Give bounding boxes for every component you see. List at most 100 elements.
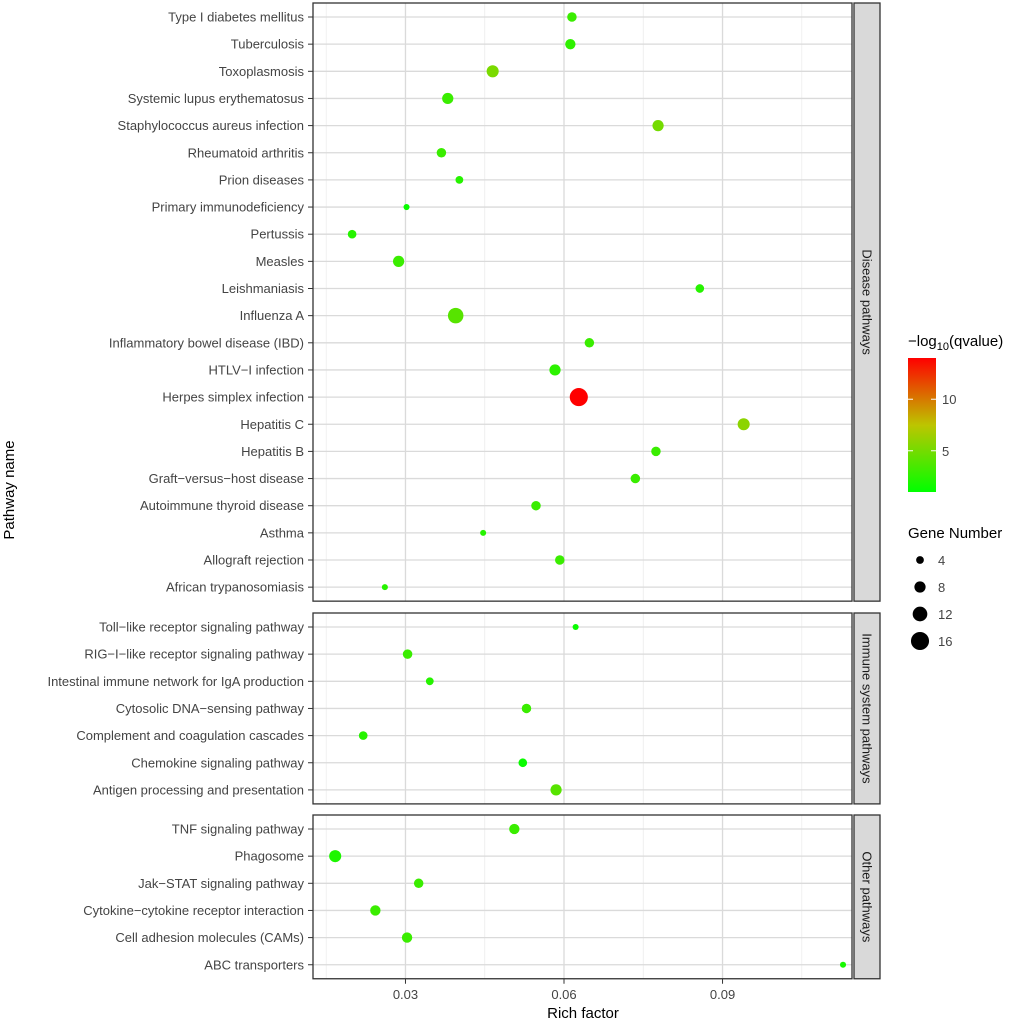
data-point	[425, 677, 434, 686]
y-tick-label: Influenza A	[240, 308, 305, 323]
data-point	[447, 307, 464, 324]
y-tick-label: Systemic lupus erythematosus	[128, 91, 305, 106]
y-tick-label: Staphylococcus aureus infection	[118, 118, 304, 133]
y-tick-label: RIG−I−like receptor signaling pathway	[84, 647, 304, 662]
y-tick-label: ABC transporters	[204, 957, 304, 972]
data-point	[555, 555, 565, 565]
colorbar-tick-label: 5	[942, 444, 949, 459]
y-tick-label: Cytokine−cytokine receptor interaction	[83, 903, 304, 918]
data-point	[329, 850, 342, 863]
data-point	[695, 284, 705, 293]
data-point	[401, 932, 413, 943]
size-legend-label: 4	[938, 553, 945, 568]
data-point	[403, 204, 410, 211]
data-point	[392, 255, 405, 267]
y-tick-label: Hepatitis B	[241, 444, 304, 459]
y-tick-label: Measles	[256, 254, 305, 269]
size-legend-key	[912, 606, 928, 622]
facet-strip	[853, 814, 881, 980]
y-tick-label: Type I diabetes mellitus	[168, 10, 304, 25]
data-point	[584, 338, 595, 348]
facet-strip-label: Disease pathways	[860, 249, 875, 355]
data-point	[436, 148, 447, 158]
y-tick-label: Hepatitis C	[240, 417, 304, 432]
size-legend-label: 12	[938, 607, 952, 622]
size-legend-label: 16	[938, 634, 952, 649]
color-legend-bar	[908, 358, 936, 492]
data-point	[652, 119, 664, 132]
data-point	[531, 500, 541, 511]
size-legend-key	[910, 631, 930, 651]
y-tick-label: Toxoplasmosis	[219, 64, 305, 79]
y-tick-label: Toll−like receptor signaling pathway	[99, 620, 304, 635]
y-tick-label: Cell adhesion molecules (CAMs)	[115, 930, 304, 945]
y-tick-label: Inflammatory bowel disease (IBD)	[109, 335, 304, 350]
data-point	[651, 446, 661, 457]
y-tick-label: Autoimmune thyroid disease	[140, 498, 304, 513]
y-tick-label: Allograft rejection	[204, 553, 304, 568]
data-point	[567, 12, 577, 22]
y-tick-label: Pertussis	[251, 227, 305, 242]
size-legend-title: Gene Number	[908, 525, 1002, 542]
data-point	[402, 649, 413, 659]
facet-strip	[853, 2, 881, 602]
facet-strip	[853, 612, 881, 805]
data-point	[839, 961, 847, 968]
facet-strip-label: Other pathways	[860, 851, 875, 943]
x-tick-label: 0.03	[393, 987, 418, 1002]
y-tick-label: African trypanosomiasis	[166, 580, 304, 595]
y-tick-label: Chemokine signaling pathway	[131, 755, 304, 770]
panel-border	[312, 2, 853, 602]
data-point	[630, 473, 641, 484]
panel-3: TNF signaling pathway Phagosome Jak−STAT s…	[83, 814, 881, 1002]
y-tick-label: HTLV−I infection	[208, 362, 304, 377]
y-tick-label: Tuberculosis	[231, 37, 305, 52]
y-tick-label: Primary immunodeficiency	[152, 200, 305, 215]
y-tick-label: Herpes simplex infection	[162, 390, 304, 405]
y-tick-label: Phagosome	[235, 849, 304, 864]
panel-2: Toll−like receptor signaling pathway RIG−…	[47, 612, 881, 805]
data-point	[455, 176, 464, 184]
size-legend-key	[916, 556, 924, 564]
y-tick-label: Prion diseases	[219, 172, 305, 187]
panel-border	[312, 612, 853, 805]
y-tick-label: Graft−versus−host disease	[149, 471, 304, 486]
data-point	[480, 529, 487, 536]
panel-1: Type I diabetes mellitus Tuberculosis Toxo…	[109, 2, 881, 602]
y-tick-label: Antigen processing and presentation	[93, 782, 304, 797]
y-tick-label: Asthma	[260, 525, 305, 540]
facet-strip-label: Immune system pathways	[860, 633, 875, 784]
data-point	[521, 703, 532, 714]
y-tick-label: Cytosolic DNA−sensing pathway	[116, 701, 305, 716]
data-point	[572, 623, 579, 631]
x-tick-label: 0.06	[551, 987, 576, 1002]
color-legend-title: −log10(qvalue)	[908, 333, 1003, 353]
y-tick-label: Jak−STAT signaling pathway	[138, 876, 304, 891]
data-point	[370, 905, 381, 916]
colorbar-tick-label: 10	[942, 392, 956, 407]
legend: −log10(qvalue) Gene Number 5 10 4 8 12 16	[908, 333, 1003, 651]
panel-border	[312, 814, 853, 980]
data-point	[518, 758, 528, 768]
data-point	[413, 878, 424, 889]
data-point	[550, 784, 562, 796]
data-point	[347, 229, 357, 239]
data-point	[442, 92, 454, 105]
data-point	[569, 388, 588, 407]
data-point	[358, 731, 368, 740]
y-tick-label: Leishmaniasis	[222, 281, 305, 296]
y-tick-label: TNF signaling pathway	[172, 822, 305, 837]
y-tick-label: Rheumatoid arthritis	[188, 145, 305, 160]
y-tick-label: Complement and coagulation cascades	[76, 728, 304, 743]
data-point	[565, 38, 576, 50]
data-point	[381, 584, 388, 591]
data-point	[509, 823, 520, 835]
size-legend-key	[914, 581, 926, 593]
data-point	[486, 65, 499, 78]
data-point	[737, 418, 750, 431]
data-point	[549, 364, 561, 376]
y-tick-label: Intestinal immune network for IgA produc…	[47, 674, 304, 689]
x-axis-title: Rich factor	[547, 1005, 619, 1022]
